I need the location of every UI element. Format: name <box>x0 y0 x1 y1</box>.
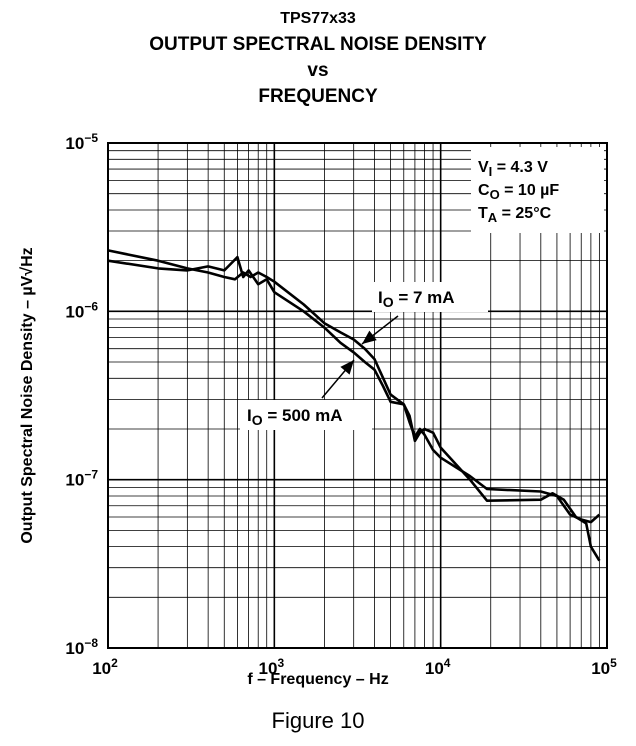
y-tick-label: 10−7 <box>65 468 98 490</box>
x-tick-label: 102 <box>92 656 118 678</box>
series-line-7ma <box>107 249 601 524</box>
condition-text: TA = 25°C <box>478 205 552 225</box>
y-tick-label: 10−6 <box>65 299 98 321</box>
conditions-box <box>471 147 604 233</box>
series-label-500ma: IO = 500 mA <box>247 406 342 428</box>
annotation-arrowhead <box>340 360 354 375</box>
y-tick-label: 10−8 <box>65 636 98 658</box>
figure-label: Figure 10 <box>271 708 365 733</box>
chart-title-line-3: vs <box>307 60 329 81</box>
x-tick-label: 104 <box>425 656 451 678</box>
condition-text: VI = 4.3 V <box>478 159 548 179</box>
annotation-arrowhead <box>362 330 377 344</box>
condition-text: CO = 10 µF <box>478 182 559 202</box>
plot-frame <box>107 142 608 649</box>
y-axis-label: Output Spectral Noise Density – µV√Hz <box>19 247 36 543</box>
y-tick-label: 10−5 <box>65 131 98 153</box>
chart-title-line-1: TPS77x33 <box>280 10 356 27</box>
series-label-box <box>240 400 372 430</box>
series-label-7ma: IO = 7 mA <box>378 288 455 310</box>
series-line-500ma <box>107 255 601 562</box>
chart-title-line-4: FREQUENCY <box>258 86 378 107</box>
chart-title: TPS77x33 OUTPUT SPECTRAL NOISE DENSITY v… <box>0 6 636 110</box>
series-label-box <box>372 282 488 312</box>
x-tick-label: 105 <box>591 656 617 678</box>
x-axis-label: f – Frequency – Hz <box>247 671 389 688</box>
x-tick-label: 103 <box>259 656 285 678</box>
chart-title-line-2: OUTPUT SPECTRAL NOISE DENSITY <box>149 34 487 55</box>
